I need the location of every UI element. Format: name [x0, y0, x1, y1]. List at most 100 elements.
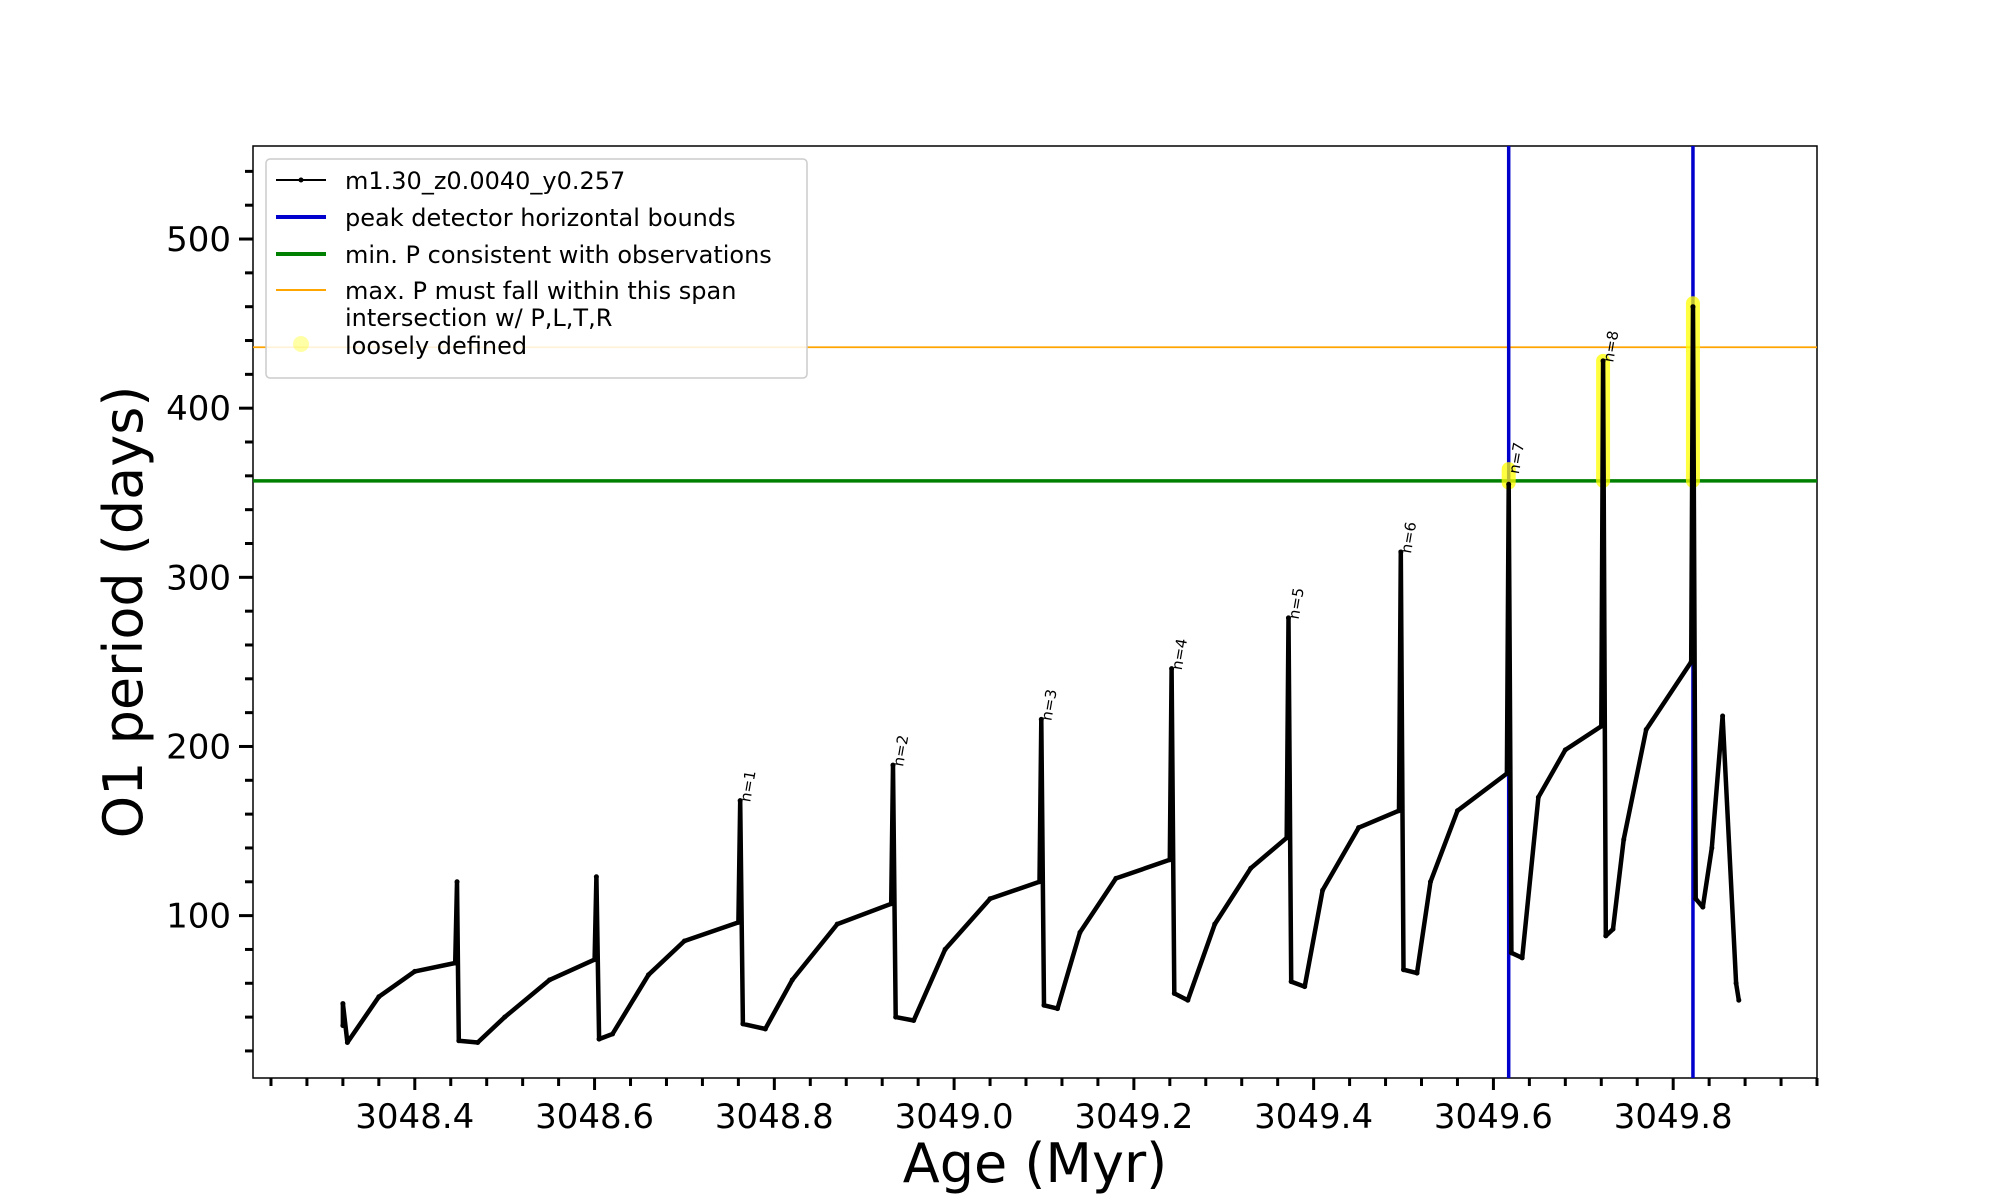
data-point [1396, 808, 1402, 814]
x-axis-title: Age (Myr) [903, 1132, 1168, 1195]
legend-marker [293, 336, 309, 352]
legend-item-1: m1.30_z0.0040_y0.257 [276, 167, 625, 195]
peak-label-n1: n=1 [736, 769, 759, 803]
data-point [1038, 716, 1044, 722]
data-point [1688, 659, 1694, 665]
data-point [475, 1039, 481, 1045]
legend-item-5: intersection w/ P,L,T,R loosely defined [293, 304, 612, 360]
y-axis: 100 200 300 400 500 [166, 169, 253, 1053]
data-point [1212, 921, 1218, 927]
data-point [1054, 1006, 1060, 1012]
legend-label-line: m1.30_z0.0040_y0.257 [345, 167, 625, 195]
data-point [1041, 1002, 1047, 1008]
data-point [1720, 713, 1726, 719]
data-point [596, 1036, 602, 1042]
y-tick-label: 500 [166, 220, 231, 260]
x-tick-label: 3048.4 [355, 1097, 474, 1137]
data-point [1320, 887, 1326, 893]
data-point [1302, 984, 1308, 990]
legend-label-line: min. P consistent with observations [345, 241, 772, 269]
data-point [1504, 771, 1510, 777]
data-point [1288, 979, 1294, 985]
peak-label-n7: n=7 [1505, 441, 1528, 475]
data-point [1562, 747, 1568, 753]
peak-label-n8: n=8 [1599, 329, 1622, 363]
data-point [592, 957, 598, 963]
data-point [1693, 896, 1699, 902]
data-point [681, 938, 687, 944]
legend-label-line: loosely defined [345, 332, 527, 360]
data-point [762, 1026, 768, 1032]
data-point [1506, 481, 1512, 487]
peak-label-n6: n=6 [1397, 520, 1420, 554]
data-point [1285, 615, 1291, 621]
data-point [456, 1038, 462, 1044]
data-point [740, 1021, 746, 1027]
data-point [1508, 950, 1514, 956]
data-point [1113, 875, 1119, 881]
legend-label: peak detector horizontal bounds [345, 204, 736, 232]
data-point [502, 1014, 508, 1020]
y-tick-label: 300 [166, 558, 231, 598]
data-point [1598, 723, 1604, 729]
x-tick-label: 3048.6 [535, 1097, 654, 1137]
x-tick-label: 3048.8 [715, 1097, 834, 1137]
data-point [1167, 857, 1173, 863]
legend-item-2: peak detector horizontal bounds [276, 204, 736, 232]
data-point [1621, 837, 1627, 843]
data-point [412, 968, 418, 974]
data-point [1036, 879, 1042, 885]
data-point [942, 946, 948, 952]
legend-label-line: intersection w/ P,L,T,R [345, 304, 612, 332]
legend-label: m1.30_z0.0040_y0.257 [345, 167, 625, 195]
data-point [987, 896, 993, 902]
y-tick-label: 100 [166, 897, 231, 937]
data-point [1398, 549, 1404, 555]
data-point [1171, 990, 1177, 996]
peak-annotations: n=1 n=2 n=3 n=4 n=5 n=6 n=7 n=8 [736, 329, 1622, 803]
data-point [340, 1001, 346, 1007]
data-point [1356, 825, 1362, 831]
data-point [452, 960, 458, 966]
data-point [834, 921, 840, 927]
data-point [737, 798, 743, 804]
data-point [1700, 904, 1706, 910]
legend-label-line: peak detector horizontal bounds [345, 204, 736, 232]
data-point [340, 1023, 346, 1029]
y-axis-title: O1 period (days) [92, 386, 155, 839]
data-point [888, 901, 894, 907]
x-tick-label: 3049.8 [1614, 1097, 1733, 1137]
data-point [1600, 358, 1606, 364]
data-point [1185, 997, 1191, 1003]
data-point [1603, 933, 1609, 939]
data-point [1709, 845, 1715, 851]
data-point [1736, 997, 1742, 1003]
data-point [645, 972, 651, 978]
peak-label-n2: n=2 [889, 734, 912, 768]
legend-label: min. P consistent with observations [345, 241, 772, 269]
data-point [1454, 808, 1460, 814]
y-tick-label: 400 [166, 389, 231, 429]
legend-box [265, 158, 808, 379]
data-point [1077, 930, 1083, 936]
data-point [376, 994, 382, 1000]
data-point [1519, 955, 1525, 961]
data-point [1427, 879, 1433, 885]
x-tick-label: 3049.4 [1254, 1097, 1373, 1137]
peak-label-n3: n=3 [1038, 688, 1061, 722]
data-point [1169, 666, 1175, 672]
data-point [1284, 835, 1290, 841]
data-point [610, 1031, 616, 1037]
data-point [1610, 926, 1616, 932]
data-point [911, 1017, 917, 1023]
legend-marker [298, 177, 304, 183]
data-point [547, 977, 553, 983]
y-tick-label: 200 [166, 727, 231, 767]
x-tick-label: 3049.0 [895, 1097, 1014, 1137]
data-point [735, 919, 741, 925]
x-axis: 3048.4 3048.6 3048.8 3049.0 3049.2 3049.4 3049… [269, 1078, 1819, 1137]
peak-label-n4: n=4 [1168, 637, 1191, 671]
data-point [1643, 727, 1649, 733]
data-point [454, 879, 460, 885]
